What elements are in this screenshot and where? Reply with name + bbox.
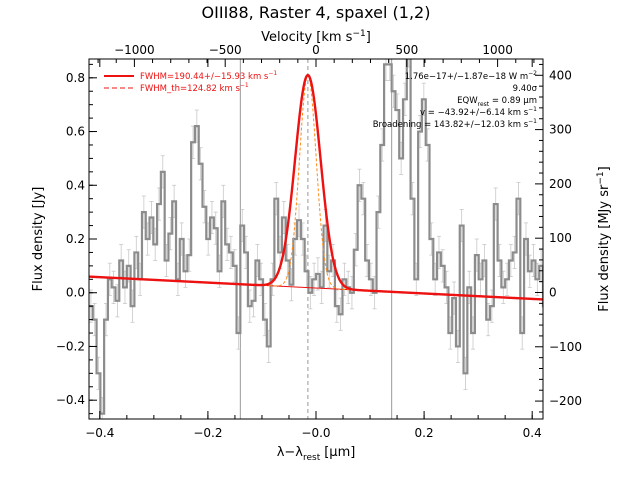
legend-label-fit: FWHM=190.44+/−15.93 km s−1 xyxy=(140,70,277,82)
y-tick-label: 0.2 xyxy=(66,232,85,246)
x-tick-label: 0.2 xyxy=(415,426,434,440)
chart-title: OIII88, Raster 4, spaxel (1,2) xyxy=(202,3,431,22)
x-axis-label: λ−λrest [μm] xyxy=(277,445,356,463)
axis-ticks: −0.4 −0.2 −0.0 0.2 0.4 −0.4 −0.2 0.0 0.2 0.4 0.6 0.… xyxy=(56,43,582,440)
data-series-histogram xyxy=(89,59,543,415)
velocity-tick-label: −1000 xyxy=(114,43,155,57)
annotation-line-eqw: EQWrest = 0.89 μm xyxy=(457,96,537,108)
right-tick-label: 100 xyxy=(549,231,572,245)
annotation-line-velocity: v = −43.92+/−6.14 km s−1 xyxy=(420,106,537,118)
right-tick-label: 200 xyxy=(549,177,572,191)
right-tick-label: −200 xyxy=(549,394,582,408)
right-tick-label: −100 xyxy=(549,340,582,354)
annotation-line-broadening: Broadening = 143.82+/−12.03 km s−1 xyxy=(373,118,537,130)
right-tick-label: 400 xyxy=(549,68,572,82)
y-axis-label: Flux density [Jy] xyxy=(31,187,46,292)
x-tick-label: −0.2 xyxy=(193,426,222,440)
y-tick-label: 0.0 xyxy=(66,286,85,300)
velocity-tick-label: 0 xyxy=(312,43,320,57)
y-tick-label: 0.4 xyxy=(66,178,85,192)
x-tick-label: 0.4 xyxy=(523,426,542,440)
top-axis-label: Velocity [km s−1] xyxy=(261,29,371,45)
y-tick-label: −0.4 xyxy=(56,393,85,407)
right-tick-label: 0 xyxy=(549,285,557,299)
velocity-tick-label: −500 xyxy=(209,43,242,57)
gaussian-fit-curve xyxy=(89,73,543,301)
plot-area xyxy=(89,59,543,419)
annotation-line-flux: 1.76e−17+/−1.87e−18 W m−2 xyxy=(405,70,537,82)
y-tick-label: 0.8 xyxy=(66,71,85,85)
legend: FWHM=190.44+/−15.93 km s−1 FWHM_th=124.8… xyxy=(104,70,277,94)
fit-annotations: 1.76e−17+/−1.87e−18 W m−2 9.40σ EQWrest … xyxy=(373,70,538,130)
velocity-tick-label: 1000 xyxy=(482,43,513,57)
annotation-line-sigma: 9.40σ xyxy=(513,84,538,94)
right-axis-label: Flux density [MJy sr−1] xyxy=(596,166,612,311)
y-tick-label: 0.6 xyxy=(66,125,85,139)
x-tick-label: −0.4 xyxy=(85,426,114,440)
right-tick-label: 300 xyxy=(549,123,572,137)
y-tick-label: −0.2 xyxy=(56,339,85,353)
legend-label-theory: FWHM_th=124.82 km s−1 xyxy=(140,82,249,94)
velocity-tick-label: 500 xyxy=(395,43,418,57)
plot-frame xyxy=(88,58,544,420)
x-tick-label: −0.0 xyxy=(301,426,330,440)
